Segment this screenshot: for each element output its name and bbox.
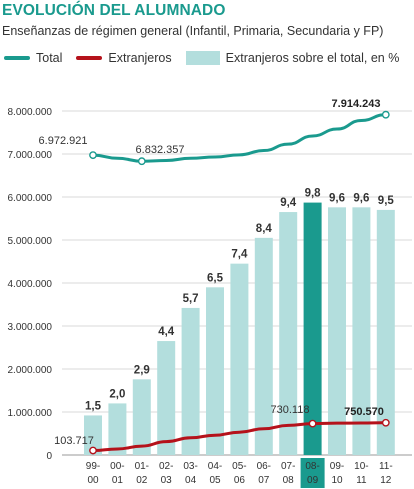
extranjeros-line [91,421,388,453]
bar [108,403,127,455]
bar-value-label: 9,5 [378,195,395,207]
y-tick-label: 5.000.000 [8,236,53,247]
bar [132,379,151,455]
bar-value-label: 9,4 [280,197,297,209]
total-point [381,110,390,119]
bar [254,237,273,455]
legend-label-extranjeros: Extranjeros [108,51,172,65]
total-annotation: 6.832.357 [136,144,185,156]
legend: Total Extranjeros Extranjeros sobre el t… [4,48,413,68]
bar [328,207,346,455]
bar-value-label: 1,5 [85,400,102,412]
bar [352,207,371,455]
x-tick-label: 07 [258,475,270,486]
x-tick-label: 04 [185,475,197,486]
bar [181,307,200,455]
total-annotation: 6.972.921 [39,135,88,147]
x-tick-label: 08 [283,475,295,486]
extranjeros-point [89,446,97,455]
bar-value-label: 9,8 [305,188,322,200]
bar-value-label: 7,4 [231,249,248,261]
x-tick-label: 09 [307,475,319,486]
x-tick-label: 01- [135,461,149,472]
bar [206,287,224,455]
total-point [89,151,97,160]
x-tick-label: 02 [136,475,148,486]
chart-subtitle: Enseñanzas de régimen general (Infantil,… [2,24,384,38]
legend-label-total: Total [36,51,63,65]
x-tick-label: 10- [354,461,368,472]
extranjeros-annotation: 103.717 [54,435,94,447]
x-tick-label: 12 [380,475,392,486]
x-tick-label: 06 [234,475,246,486]
extranjeros-point [308,419,317,428]
bar [303,202,322,455]
bar-value-label: 4,4 [158,326,175,338]
x-tick-label: 03- [183,461,197,472]
bar-value-label: 9,6 [353,192,369,204]
bar [84,415,102,455]
bar [279,212,298,455]
y-tick-label: 8.000.000 [8,107,53,118]
x-tick-label: 99- [86,461,100,472]
x-tick-label: 05 [209,475,221,486]
bar [376,209,395,455]
x-tick-label: 05- [232,461,246,472]
legend-swatch-extranjeros [76,56,103,60]
legend-item-total: Total [4,51,62,65]
y-tick-label: 0 [46,451,52,462]
bar [230,263,249,455]
x-tick-label: 02- [159,461,173,472]
bar [157,341,176,455]
legend-label-porcentaje: Extranjeros sobre el total, en % [225,51,400,65]
y-tick-label: 7.000.000 [8,150,53,161]
y-tick-label: 3.000.000 [8,322,53,333]
x-tick-label: 01 [112,475,124,486]
extranjeros-point [381,418,390,427]
legend-swatch-total [4,56,30,60]
x-tick-label: 03 [161,475,173,486]
bar-value-label: 2,9 [134,364,150,376]
y-tick-label: 2.000.000 [8,365,53,376]
bar-value-label: 2,0 [109,388,125,400]
x-tick-label: 00 [87,475,99,486]
bar-value-label: 5,7 [183,293,199,305]
extranjeros-annotation: 750.570 [344,406,384,418]
x-tick-label: 06- [257,461,271,472]
x-tick-label: 08- [305,461,319,472]
chart-title: EVOLUCIÓN DEL ALUMNADO [2,2,226,19]
total-point [137,157,146,166]
y-tick-label: 1.000.000 [8,408,53,419]
x-tick-label: 09- [330,461,344,472]
y-tick-label: 6.000.000 [8,193,53,204]
x-tick-label: 11- [379,461,393,472]
x-tick-label: 07- [281,461,295,472]
legend-swatch-porcentaje [185,51,220,65]
x-tick-label: 10 [331,475,343,486]
x-tick-highlight [300,458,325,488]
bar-value-label: 9,6 [329,192,345,204]
legend-item-extranjeros: Extranjeros [76,51,172,65]
bar-value-label: 8,4 [256,223,273,235]
x-tick-label: 11 [356,475,367,486]
x-tick-label: 00- [110,461,124,472]
legend-item-porcentaje: Extranjeros sobre el total, en % [185,51,400,65]
x-tick-label: 04- [208,461,222,472]
extranjeros-annotation: 730.118 [271,404,310,416]
total-annotation: 7.914.243 [332,98,381,110]
bar-value-label: 6,5 [207,272,224,284]
y-tick-label: 4.000.000 [8,279,53,290]
